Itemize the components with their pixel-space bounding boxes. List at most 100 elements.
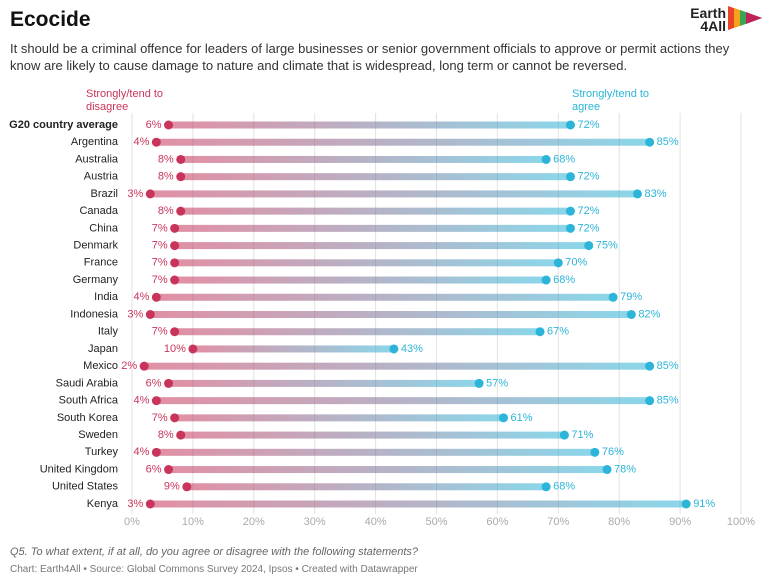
connector [150, 500, 687, 508]
x-tick-label: 0% [124, 516, 140, 528]
y-tick-label: Japan [88, 343, 118, 355]
value-label: 72% [577, 119, 599, 131]
value-label: 7% [152, 239, 168, 251]
dot [176, 206, 186, 216]
y-tick-label: Italy [98, 326, 119, 338]
y-tick-label: Canada [79, 205, 118, 217]
x-tick-label: 50% [425, 516, 447, 528]
dot [584, 241, 594, 251]
connector [168, 466, 608, 474]
x-tick-label: 20% [243, 516, 265, 528]
value-label: 8% [158, 171, 174, 183]
dot [632, 189, 642, 199]
value-label: 78% [614, 463, 636, 475]
logo-text: Earth [690, 5, 726, 21]
value-label: 71% [571, 429, 593, 441]
dot [170, 223, 180, 233]
dot [164, 120, 174, 130]
x-tick-label: 10% [182, 516, 204, 528]
value-label: 6% [146, 463, 162, 475]
value-label: 72% [577, 205, 599, 217]
value-label: 61% [510, 412, 532, 424]
value-label: 4% [133, 395, 149, 407]
x-tick-label: 60% [486, 516, 508, 528]
y-tick-label: Sweden [78, 429, 118, 441]
connector [174, 414, 504, 422]
x-tick-label: 30% [304, 516, 326, 528]
value-label: 85% [657, 136, 679, 148]
value-label: 3% [127, 188, 143, 200]
value-label: 3% [127, 498, 143, 510]
chart-title: Ecocide [10, 8, 91, 31]
value-label: 85% [657, 395, 679, 407]
dot [151, 137, 161, 147]
value-label: 4% [133, 136, 149, 148]
value-label: 83% [644, 188, 666, 200]
y-tick-label: India [94, 291, 119, 303]
value-label: 68% [553, 153, 575, 165]
logo-text: 4All [700, 18, 726, 34]
y-tick-label: United Kingdom [40, 463, 118, 475]
x-tick-label: 70% [547, 516, 569, 528]
value-label: 67% [547, 326, 569, 338]
dot [645, 361, 655, 371]
chart-subtitle: It should be a criminal offence for lead… [10, 41, 730, 73]
value-label: 91% [693, 498, 715, 510]
value-label: 68% [553, 274, 575, 286]
x-tick-label: 90% [669, 516, 691, 528]
legend-label: Strongly/tend to agree [572, 88, 650, 113]
y-tick-label: Denmark [73, 239, 118, 251]
connector [174, 224, 571, 232]
dot [498, 413, 508, 423]
value-label: 6% [146, 119, 162, 131]
chart-source: Chart: Earth4All • Source: Global Common… [10, 564, 418, 575]
value-label: 57% [486, 377, 508, 389]
y-tick-label: South Korea [57, 412, 119, 424]
dot [170, 327, 180, 337]
y-tick-label: United States [52, 481, 119, 493]
y-tick-label: Mexico [83, 360, 118, 372]
connector [174, 328, 541, 336]
dot [170, 413, 180, 423]
dot [559, 430, 569, 440]
y-tick-label: France [84, 257, 118, 269]
value-label: 7% [152, 274, 168, 286]
value-label: 76% [602, 446, 624, 458]
connector [174, 242, 589, 250]
dot [565, 223, 575, 233]
value-label: 7% [152, 257, 168, 269]
dot [170, 258, 180, 268]
value-label: 4% [133, 291, 149, 303]
dot [170, 241, 180, 251]
value-label: 72% [577, 222, 599, 234]
dot [681, 499, 691, 509]
y-tick-label: Germany [73, 274, 119, 286]
connector [174, 276, 547, 284]
connector [180, 173, 571, 181]
x-tick-label: 80% [608, 516, 630, 528]
value-label: 10% [164, 343, 186, 355]
dot [541, 275, 551, 285]
y-tick-label: Argentina [71, 136, 119, 148]
dot [602, 465, 612, 475]
dot [565, 206, 575, 216]
dot [151, 292, 161, 302]
x-tick-label: 40% [365, 516, 387, 528]
dot [188, 344, 198, 354]
y-tick-label: G20 country average [9, 119, 118, 131]
dot [170, 275, 180, 285]
dot [389, 344, 399, 354]
connector [150, 311, 632, 318]
chart-note: Q5. To what extent, if at all, do you ag… [10, 546, 419, 558]
dot [145, 499, 155, 509]
y-tick-label: Kenya [87, 498, 119, 510]
chart: 0% 10% 20% 30% 40% 50% 60% 70% 80% 90% 100% G20 cou… [9, 113, 755, 528]
y-tick-label: Saudi Arabia [56, 377, 119, 389]
connector [156, 397, 650, 405]
dot [565, 120, 575, 130]
y-tick-label: Austria [84, 171, 119, 183]
dot [151, 447, 161, 457]
value-label: 4% [133, 446, 149, 458]
value-label: 43% [401, 343, 423, 355]
